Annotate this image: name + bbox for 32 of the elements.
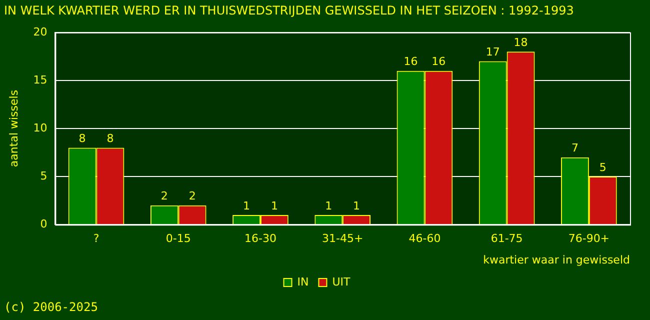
y-tick-label: 5 xyxy=(40,169,48,182)
legend-label: UIT xyxy=(332,275,351,288)
y-tick-label: 15 xyxy=(33,73,48,86)
data-label: 2 xyxy=(160,190,168,203)
legend-label: IN xyxy=(297,275,309,288)
data-label: 8 xyxy=(78,132,86,146)
data-label: 1 xyxy=(270,199,278,212)
x-tick-label: 76-90+ xyxy=(568,232,610,246)
y-axis-title: aantal wissels xyxy=(7,90,20,168)
data-label: 18 xyxy=(514,36,528,49)
x-tick-label: 31-45+ xyxy=(322,232,364,246)
y-tick-label: 0 xyxy=(40,217,48,230)
x-tick-label: 0-15 xyxy=(166,232,191,246)
data-label: 16 xyxy=(432,55,446,68)
x-axis-title: kwartier waar in gewisseld xyxy=(483,253,630,266)
data-label: 8 xyxy=(106,132,114,146)
y-tick-label: 20 xyxy=(33,25,48,38)
chart-title: IN WELK KWARTIER WERD ER IN THUISWEDSTRIJDEN GEWISSELD IN HET SEIZOEN : 1992-1993 xyxy=(4,3,574,18)
data-label: 17 xyxy=(486,46,500,59)
text: (c) 2006-2025 xyxy=(4,300,98,314)
x-tick-label: 61-75 xyxy=(490,232,523,246)
data-label: 2 xyxy=(188,190,196,203)
data-label: 1 xyxy=(325,199,332,212)
data-label: 5 xyxy=(599,160,606,174)
data-label: 7 xyxy=(571,142,578,155)
x-tick-label: 16-30 xyxy=(244,232,276,246)
x-tick-label: 46-60 xyxy=(408,232,441,246)
x-tick-label: ? xyxy=(93,232,100,246)
data-label: 1 xyxy=(353,199,360,212)
y-tick-label: 10 xyxy=(33,121,48,134)
data-label: 1 xyxy=(243,199,250,212)
data-label: 16 xyxy=(404,55,418,68)
